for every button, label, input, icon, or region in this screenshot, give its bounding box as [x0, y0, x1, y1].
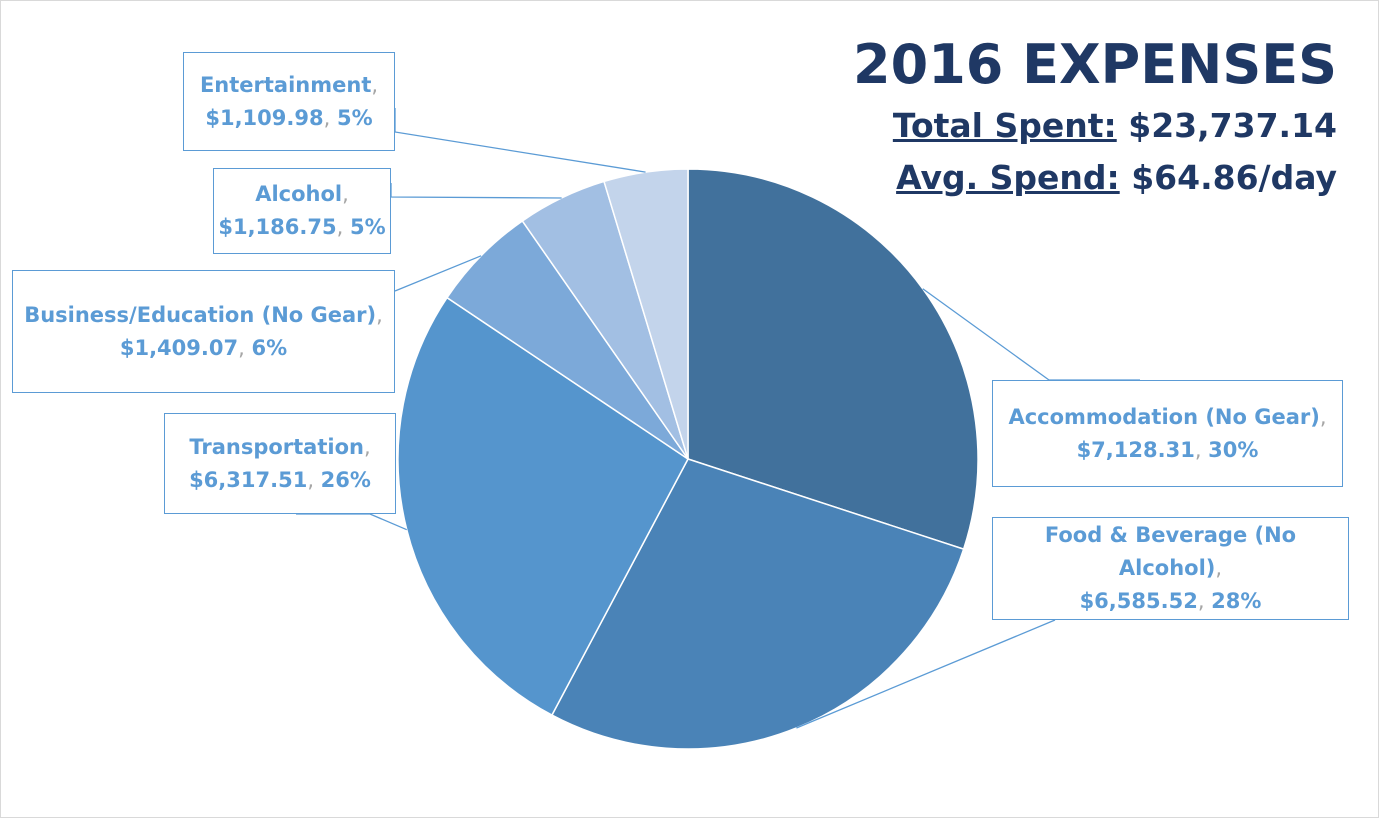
slice-amount: $1,409.07: [119, 335, 239, 360]
leader-line-alcohol: [390, 183, 562, 199]
title-block: 2016 EXPENSES Total Spent: $23,737.14 Av…: [853, 30, 1337, 204]
data-label-business-education: Business/Education (No Gear), $1,409.07,…: [12, 270, 395, 393]
data-label-alcohol: Alcohol, $1,186.75, 5%: [213, 168, 391, 254]
total-spent-value: $23,737.14: [1128, 106, 1337, 145]
chart-title: 2016 EXPENSES: [853, 33, 1337, 96]
slice-percent: 28%: [1211, 589, 1262, 613]
slice-amount: $6,317.51: [189, 467, 308, 492]
slice-name: Transportation: [189, 434, 364, 459]
slice-percent: 30%: [1208, 437, 1259, 462]
slice-percent: 5%: [336, 105, 373, 130]
leader-line-transportation: [296, 513, 408, 531]
data-label-entertainment: Entertainment, $1,109.98, 5%: [183, 52, 395, 151]
pie-slice-entertainment: [603, 168, 689, 460]
pie-slice-transportation: [397, 296, 689, 717]
slice-percent: 5%: [349, 215, 386, 239]
slice-percent: 6%: [251, 335, 288, 360]
avg-spend: Avg. Spend: $64.86/day: [853, 152, 1337, 204]
pie-slice-accommodation: [687, 168, 979, 551]
slice-amount: $7,128.31: [1076, 437, 1195, 462]
slice-name: Accommodation (No Gear): [1008, 404, 1320, 429]
avg-spend-label: Avg. Spend:: [896, 158, 1120, 197]
slice-name: Business/Education (No Gear): [24, 302, 377, 327]
leader-line-business-education: [394, 255, 482, 292]
slice-name: Alcohol: [255, 182, 343, 206]
leader-line-entertainment: [394, 108, 646, 173]
data-label-accommodation: Accommodation (No Gear), $7,128.31, 30%: [992, 380, 1343, 487]
data-label-food-beverage: Food & Beverage (No Alcohol), $6,585.52,…: [992, 517, 1349, 620]
pie-slices: [397, 168, 979, 750]
avg-spend-value: $64.86/day: [1131, 158, 1337, 197]
pie-slice-food-beverage: [550, 458, 965, 750]
total-spent: Total Spent: $23,737.14: [853, 100, 1337, 152]
slice-amount: $1,109.98: [205, 105, 324, 130]
leader-line-food-beverage: [796, 619, 1056, 729]
data-label-transportation: Transportation, $6,317.51, 26%: [164, 413, 396, 514]
slice-name: Entertainment: [199, 72, 372, 97]
slice-amount: $6,585.52: [1079, 589, 1198, 613]
slice-amount: $1,186.75: [218, 215, 337, 239]
slice-percent: 26%: [320, 467, 371, 492]
slice-name: Food & Beverage (No Alcohol): [1044, 523, 1297, 580]
total-spent-label: Total Spent:: [892, 106, 1117, 145]
